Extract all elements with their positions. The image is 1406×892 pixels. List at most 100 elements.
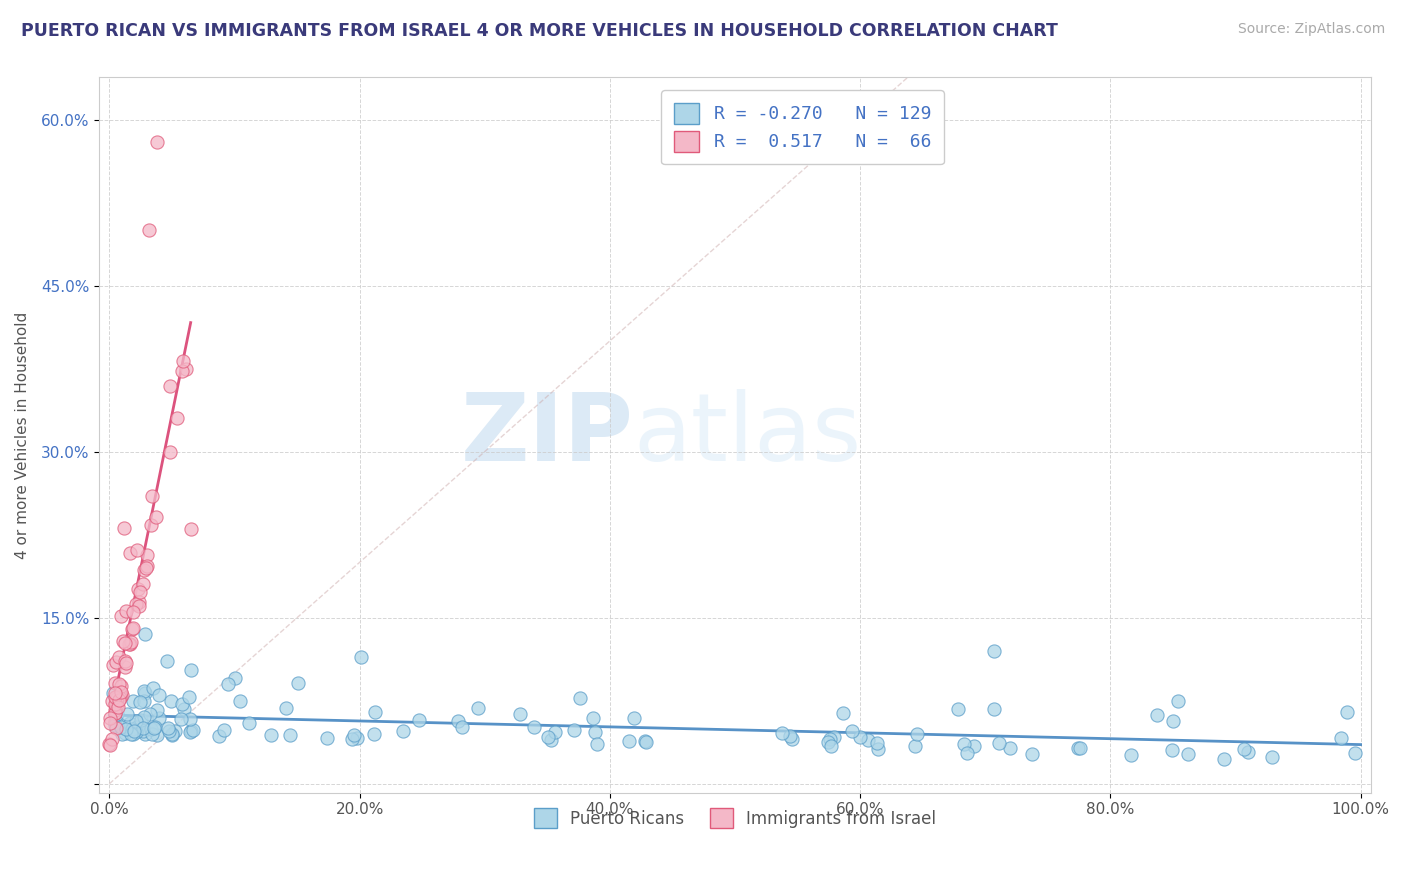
Point — [104, 706, 127, 720]
Point — [112, 633, 135, 648]
Point — [139, 518, 162, 533]
Point — [104, 718, 127, 732]
Point — [159, 379, 181, 393]
Point — [107, 676, 129, 690]
Point — [634, 733, 657, 747]
Point — [159, 694, 181, 708]
Point — [868, 742, 890, 756]
Point — [1336, 705, 1358, 719]
Point — [391, 724, 413, 739]
Point — [343, 728, 366, 742]
Point — [118, 637, 141, 651]
Point — [583, 725, 606, 739]
Point — [780, 732, 803, 747]
Point — [146, 728, 169, 742]
Point — [139, 723, 162, 737]
Point — [134, 726, 156, 740]
Point — [907, 727, 929, 741]
Point — [135, 560, 157, 574]
Point — [115, 604, 138, 618]
Point — [108, 650, 131, 665]
Point — [817, 735, 839, 749]
Point — [156, 654, 179, 668]
Point — [509, 707, 531, 722]
Point — [114, 660, 136, 674]
Point — [1146, 708, 1168, 723]
Point — [623, 711, 645, 725]
Point — [278, 728, 301, 742]
Point — [858, 733, 880, 747]
Point — [117, 706, 139, 721]
Point — [136, 558, 159, 573]
Point — [523, 720, 546, 734]
Point — [172, 354, 194, 368]
Point — [177, 690, 200, 704]
Point — [124, 714, 146, 728]
Text: ZIP: ZIP — [460, 389, 633, 481]
Point — [820, 739, 842, 753]
Legend: Puerto Ricans, Immigrants from Israel: Puerto Ricans, Immigrants from Israel — [527, 802, 943, 834]
Point — [129, 584, 152, 599]
Point — [585, 738, 607, 752]
Text: atlas: atlas — [633, 389, 862, 481]
Point — [128, 595, 150, 609]
Point — [779, 729, 801, 743]
Point — [105, 691, 128, 706]
Point — [157, 722, 180, 736]
Point — [110, 720, 132, 734]
Point — [127, 720, 149, 734]
Point — [127, 582, 149, 597]
Point — [340, 732, 363, 747]
Point — [142, 681, 165, 696]
Point — [114, 725, 136, 739]
Point — [1021, 747, 1043, 761]
Point — [132, 710, 155, 724]
Point — [148, 711, 170, 725]
Point — [224, 671, 246, 685]
Point — [132, 721, 155, 735]
Point — [132, 683, 155, 698]
Point — [180, 724, 202, 739]
Point — [1161, 743, 1184, 757]
Point — [316, 731, 339, 746]
Point — [105, 655, 128, 669]
Point — [100, 732, 122, 747]
Point — [818, 731, 841, 746]
Point — [122, 694, 145, 708]
Point — [450, 720, 472, 734]
Point — [408, 713, 430, 727]
Point — [121, 722, 143, 736]
Point — [136, 548, 159, 562]
Point — [1330, 731, 1353, 745]
Point — [848, 730, 870, 744]
Point — [1177, 747, 1199, 761]
Point — [100, 715, 122, 730]
Point — [1237, 745, 1260, 759]
Point — [104, 686, 127, 700]
Point — [363, 727, 385, 741]
Point — [170, 698, 193, 712]
Point — [110, 685, 132, 699]
Point — [104, 690, 127, 704]
Point — [467, 700, 489, 714]
Point — [134, 686, 156, 700]
Point — [180, 663, 202, 677]
Point — [112, 521, 135, 535]
Point — [998, 741, 1021, 756]
Point — [127, 543, 149, 558]
Point — [1161, 714, 1184, 729]
Point — [120, 727, 142, 741]
Point — [983, 702, 1005, 716]
Point — [120, 545, 142, 559]
Point — [122, 723, 145, 738]
Point — [956, 746, 979, 760]
Point — [987, 736, 1010, 750]
Point — [181, 723, 204, 737]
Point — [143, 720, 166, 734]
Point — [208, 729, 231, 743]
Point — [582, 711, 605, 725]
Point — [121, 623, 143, 637]
Point — [114, 654, 136, 668]
Point — [139, 706, 162, 721]
Text: PUERTO RICAN VS IMMIGRANTS FROM ISRAEL 4 OR MORE VEHICLES IN HOUSEHOLD CORRELATI: PUERTO RICAN VS IMMIGRANTS FROM ISRAEL 4… — [21, 22, 1057, 40]
